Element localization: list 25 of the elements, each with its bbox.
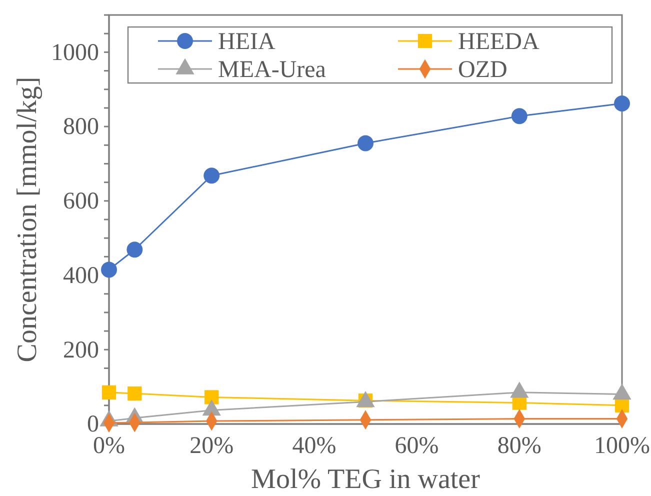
legend-label: HEEDA: [458, 29, 540, 55]
x-tick-label: 80%: [497, 433, 542, 460]
point: [204, 390, 219, 404]
point: [128, 386, 142, 401]
point: [204, 168, 220, 184]
y-tick-label: 400: [63, 262, 99, 289]
point: [614, 96, 630, 112]
x-tick-label: 20%: [190, 433, 234, 460]
legend-label: MEA-Urea: [218, 57, 326, 83]
point: [101, 262, 117, 278]
y-axis-title: Concentration [mmol/kg]: [12, 76, 43, 362]
point: [102, 385, 116, 400]
point: [511, 108, 528, 124]
point: [358, 135, 374, 152]
x-tick-label: 40%: [292, 433, 336, 460]
x-axis-title: Mol% TEG in water: [251, 464, 481, 495]
y-tick-label: 800: [63, 114, 99, 140]
y-tick-label: 1000: [51, 40, 99, 66]
x-tick-label: 100%: [594, 433, 650, 460]
point: [126, 242, 143, 258]
y-tick-label: 600: [63, 188, 99, 215]
y-tick-label: 200: [63, 337, 99, 364]
x-tick-label: 60%: [394, 433, 439, 460]
legend-label: OZD: [458, 57, 508, 83]
legend-label: HEIA: [218, 29, 276, 55]
